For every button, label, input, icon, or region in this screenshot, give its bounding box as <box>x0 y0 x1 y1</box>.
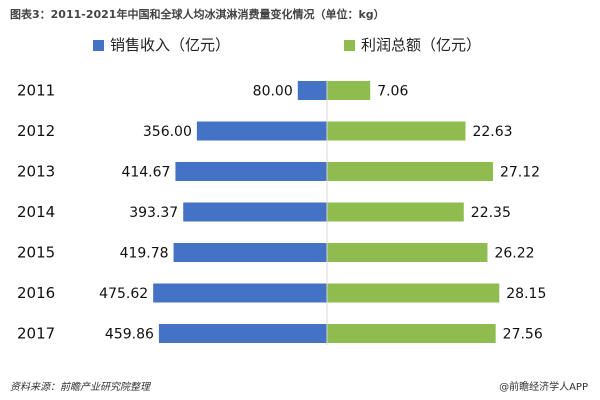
data-source-note: 资料来源：前瞻产业研究院整理 <box>10 382 150 393</box>
category-label: 2016 <box>17 284 55 302</box>
category-label: 2011 <box>17 82 55 100</box>
data-label-sales: 419.78 <box>120 246 169 262</box>
data-label-sales: 475.62 <box>99 286 148 302</box>
bar-sales <box>173 243 327 262</box>
bar-sales <box>175 162 327 181</box>
data-label-sales: 393.37 <box>129 205 178 221</box>
category-label: 2012 <box>17 122 55 140</box>
bar-profit <box>327 324 496 343</box>
legend-label-sales: 销售收入（亿元） <box>110 36 230 54</box>
category-label: 2014 <box>17 203 55 221</box>
data-label-profit: 22.63 <box>472 124 512 140</box>
bar-profit <box>327 202 464 222</box>
data-label-profit: 28.15 <box>506 286 546 302</box>
data-label-sales: 356.00 <box>143 124 192 140</box>
data-label-sales: 459.86 <box>105 327 154 343</box>
data-label-profit: 26.22 <box>494 246 534 262</box>
bar-profit <box>327 243 488 262</box>
data-label-profit: 7.06 <box>377 84 408 100</box>
bar-sales <box>158 324 327 343</box>
bar-sales <box>183 202 327 222</box>
category-label: 2017 <box>17 325 55 343</box>
bar-profit <box>327 162 493 181</box>
bar-profit <box>327 283 500 303</box>
category-label: 2015 <box>17 244 55 262</box>
bar-profit <box>327 81 371 100</box>
legend-label-profit: 利润总额（亿元） <box>361 36 481 54</box>
credit-note: @前瞻经济学人APP <box>499 382 588 393</box>
data-label-sales: 414.67 <box>121 165 170 181</box>
data-label-sales: 80.00 <box>253 84 293 100</box>
bar-sales <box>196 121 327 141</box>
chart-title: 图表3：2011-2021年中国和全球人均冰淇淋消费量变化情况（单位：kg） <box>10 8 385 21</box>
data-label-profit: 22.35 <box>471 205 511 221</box>
bar-profit <box>327 121 466 141</box>
bar-sales <box>297 81 327 100</box>
chart-bars: 2011 80.00 7.06 2012 356.00 22.63 2013 414.67 27… <box>17 81 546 343</box>
data-label-profit: 27.12 <box>500 165 540 181</box>
bar-sales <box>153 283 327 303</box>
category-label: 2013 <box>17 163 55 181</box>
legend-swatch-profit <box>344 40 355 51</box>
data-label-profit: 27.56 <box>503 327 543 343</box>
legend-swatch-sales <box>93 40 104 51</box>
chart-legend: 销售收入（亿元） 利润总额（亿元） <box>93 36 481 54</box>
